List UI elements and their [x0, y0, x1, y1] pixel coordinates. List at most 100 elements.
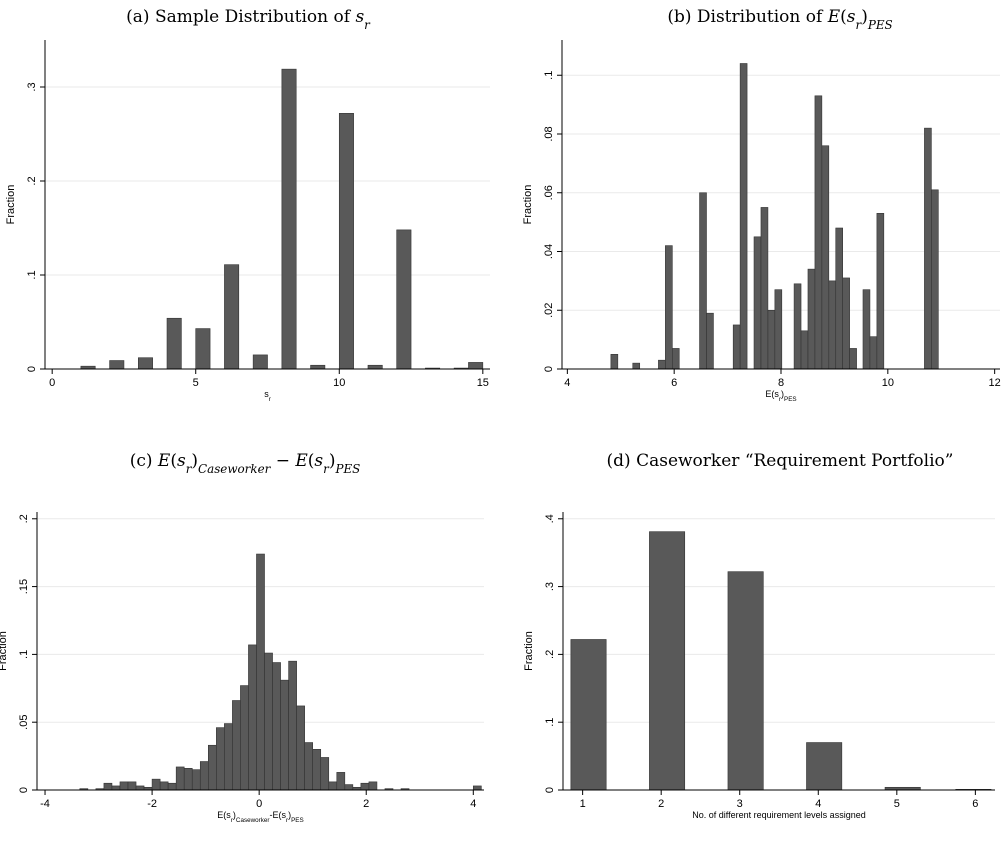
bar	[338, 113, 354, 370]
panel-title: (a) Sample Distribution of sr	[126, 7, 371, 32]
text-part: Caseworker	[236, 817, 270, 824]
y-tick-label: .3	[26, 82, 38, 91]
y-tick-label: .3	[544, 582, 556, 591]
bar	[216, 727, 225, 791]
x-tick-label: 10	[333, 377, 345, 389]
bar	[632, 362, 641, 370]
bar	[727, 571, 764, 791]
y-tick-label: .02	[543, 303, 555, 318]
y-tick-label: .15	[18, 579, 30, 594]
text-part: r	[269, 396, 271, 403]
y-tick-label: .2	[544, 650, 556, 659]
bar	[166, 317, 182, 370]
bar	[732, 324, 741, 370]
bar	[296, 705, 305, 791]
text-part: s	[264, 389, 269, 399]
bar	[328, 781, 338, 791]
x-tick-label: 0	[256, 798, 262, 810]
bar	[924, 127, 932, 370]
text-part: r	[231, 817, 233, 824]
bar	[310, 364, 326, 370]
bar	[368, 781, 378, 791]
x-tick-label: 4	[564, 377, 570, 389]
y-tick-label: 0	[543, 366, 555, 372]
text-part: PES	[334, 462, 360, 476]
text-part: PES	[784, 396, 797, 403]
bar	[649, 531, 686, 791]
y-tick-label: .1	[544, 718, 556, 727]
bar	[706, 312, 714, 370]
y-tick-label: .06	[543, 185, 555, 200]
bar	[103, 782, 113, 791]
text-part: E(s	[217, 810, 231, 820]
bar	[814, 95, 823, 370]
bar	[288, 660, 297, 791]
bar	[138, 357, 153, 370]
bar	[849, 348, 857, 370]
text-part: PES	[291, 817, 304, 824]
text-part: r	[779, 396, 781, 403]
text-part: E(s	[765, 389, 779, 399]
bar	[800, 330, 809, 370]
bar	[699, 192, 707, 370]
bar	[183, 768, 193, 791]
text-part: −	[270, 451, 295, 471]
bar	[248, 644, 257, 791]
bar	[224, 264, 240, 370]
bar	[658, 359, 666, 370]
text-part: PES	[867, 18, 893, 32]
text-part: E	[157, 451, 171, 471]
x-tick-label: 3	[737, 798, 743, 810]
x-tick-label: 5	[193, 377, 199, 389]
bar	[111, 785, 121, 791]
panel-title: (b) Distribution of E(sr)PES	[667, 7, 892, 32]
bar	[281, 68, 297, 370]
bar	[793, 283, 802, 370]
text-part: (	[308, 451, 315, 471]
text-part: s	[314, 451, 323, 471]
x-tick-label: 0	[49, 377, 55, 389]
bar	[199, 761, 209, 791]
bar	[468, 362, 484, 370]
x-axis-label: E(sr)PES	[765, 389, 796, 403]
y-tick-label: .2	[18, 514, 30, 523]
bar	[304, 742, 313, 791]
bar	[264, 652, 273, 791]
x-tick-label: 2	[363, 798, 369, 810]
panel: (c) E(sr)Caseworker − E(sr)PESFractionE(…	[0, 451, 484, 824]
bar	[175, 766, 185, 791]
text-part: r	[286, 817, 288, 824]
x-tick-label: 1	[580, 798, 586, 810]
bar	[252, 354, 268, 370]
text-part: )	[861, 7, 868, 27]
text-part: )	[781, 389, 784, 399]
bar	[344, 784, 354, 791]
bar	[842, 277, 850, 370]
text-part: E	[294, 451, 308, 471]
y-tick-label: 0	[26, 366, 38, 372]
y-tick-label: .08	[543, 126, 555, 141]
y-tick-label: .2	[26, 176, 38, 185]
bar	[753, 236, 762, 370]
x-tick-label: -2	[147, 798, 157, 810]
text-part: Caseworker	[198, 462, 272, 476]
bar	[396, 229, 412, 370]
bar	[195, 328, 211, 370]
x-tick-label: 4	[815, 798, 821, 810]
x-tick-label: 15	[477, 377, 489, 389]
bar	[862, 289, 871, 370]
y-tick-label: .1	[26, 270, 38, 279]
text-part: )	[191, 451, 198, 471]
bar	[360, 782, 370, 791]
text-part: r	[364, 18, 371, 32]
text-part: E	[827, 7, 841, 27]
text-part: (	[170, 451, 177, 471]
x-tick-label: 2	[658, 798, 664, 810]
y-tick-label: .05	[18, 715, 30, 730]
text-part: -E(s	[269, 810, 286, 820]
bar	[272, 662, 281, 791]
y-tick-label: .04	[543, 244, 555, 259]
text-part: r	[323, 462, 330, 476]
panel: (d) Caseworker “Requirement Portfolio” Fr…	[523, 451, 995, 820]
bar	[159, 781, 169, 791]
